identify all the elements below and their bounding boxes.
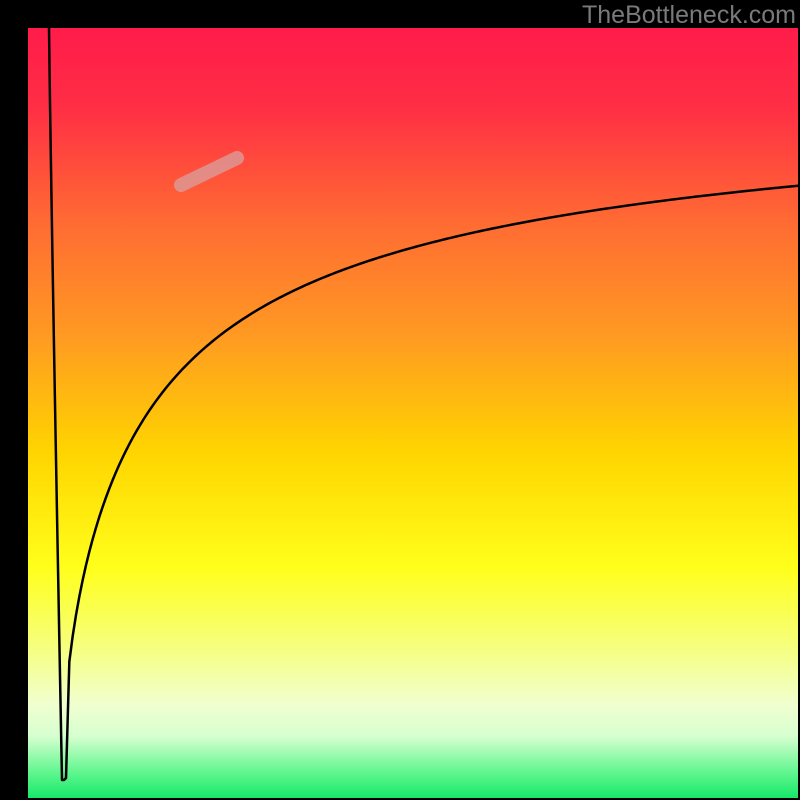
plot-gradient-background bbox=[28, 28, 798, 798]
chart-stage: TheBottleneck.com bbox=[0, 0, 800, 800]
watermark-text: TheBottleneck.com bbox=[582, 1, 796, 30]
